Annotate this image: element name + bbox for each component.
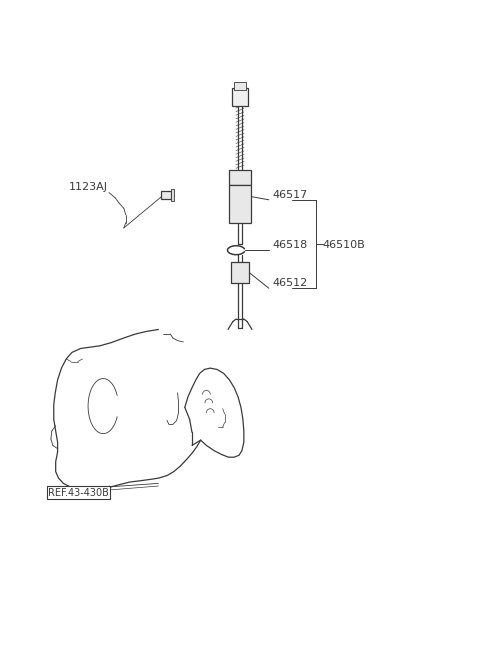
Bar [234,82,246,90]
Text: 46510B: 46510B [323,240,365,250]
Bar [229,170,251,185]
Text: REF.43-430B: REF.43-430B [48,488,109,498]
Text: 1123AJ: 1123AJ [69,182,108,192]
Bar [161,191,171,199]
Text: 46518: 46518 [273,240,308,250]
Bar [232,88,248,106]
Bar [171,189,174,201]
Text: 46512: 46512 [273,278,308,288]
Bar [229,185,251,223]
Bar [231,262,249,283]
Text: 46517: 46517 [273,190,308,200]
